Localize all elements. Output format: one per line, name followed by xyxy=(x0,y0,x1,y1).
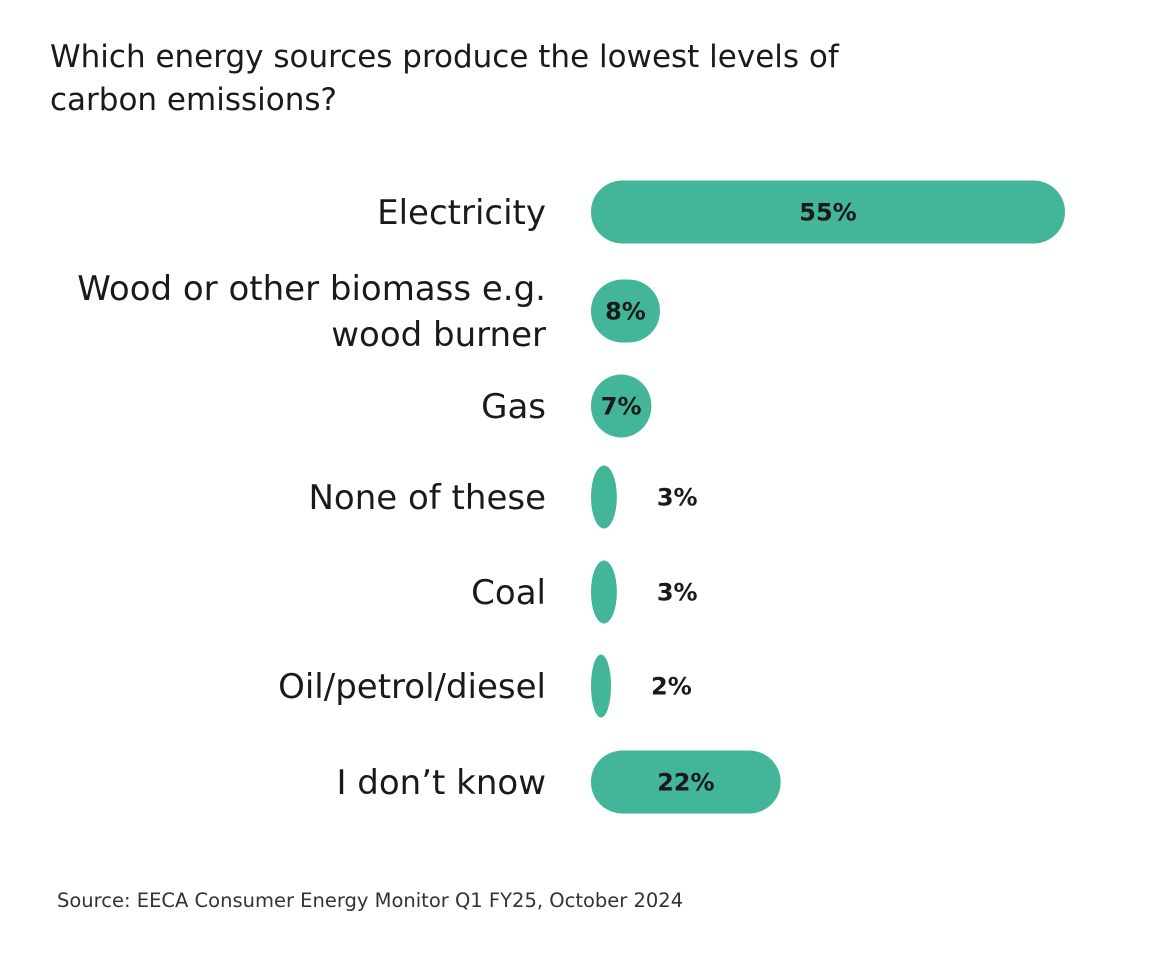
bar-coal xyxy=(591,560,617,624)
bar-electricity xyxy=(591,180,1065,244)
value-label-gas: 7% xyxy=(601,393,642,421)
category-label-i-don-t-know: I don’t know xyxy=(336,763,546,803)
bar-chart: Electricity 55% Wood or other biomass e.g.… xyxy=(77,180,1065,814)
bar-oil-petrol-diesel xyxy=(591,654,611,718)
bar-none-of-these xyxy=(591,465,617,529)
chart-title-line-2: carbon emissions? xyxy=(50,82,337,118)
value-label-i-don-t-know: 22% xyxy=(657,769,714,797)
value-label-none-of-these: 3% xyxy=(657,484,698,512)
category-label-gas: Gas xyxy=(481,387,546,427)
category-label-electricity: Electricity xyxy=(377,193,546,233)
category-label-wood-or-other-biomass-e-g-wood-burner-line-2: wood burner xyxy=(331,315,546,355)
source-note: Source: EECA Consumer Energy Monitor Q1 … xyxy=(57,889,684,912)
category-label-coal: Coal xyxy=(471,573,546,613)
category-label-wood-or-other-biomass-e-g-wood-burner-line-1: Wood or other biomass e.g. xyxy=(77,269,546,309)
category-label-oil-petrol-diesel: Oil/petrol/diesel xyxy=(278,667,546,707)
value-label-oil-petrol-diesel: 2% xyxy=(651,673,692,701)
bar-i-don-t-know xyxy=(591,750,781,814)
category-label-none-of-these: None of these xyxy=(308,478,546,518)
value-label-electricity: 55% xyxy=(799,199,856,227)
value-label-coal: 3% xyxy=(657,579,698,607)
bar-gas xyxy=(591,374,652,438)
chart-title-line-1: Which energy sources produce the lowest … xyxy=(50,39,839,75)
value-label-wood-or-other-biomass-e-g-wood-burner: 8% xyxy=(605,298,646,326)
chart-title: Which energy sources produce the lowest … xyxy=(50,36,870,122)
bar-wood-or-other-biomass-e-g-wood-burner xyxy=(591,279,660,343)
